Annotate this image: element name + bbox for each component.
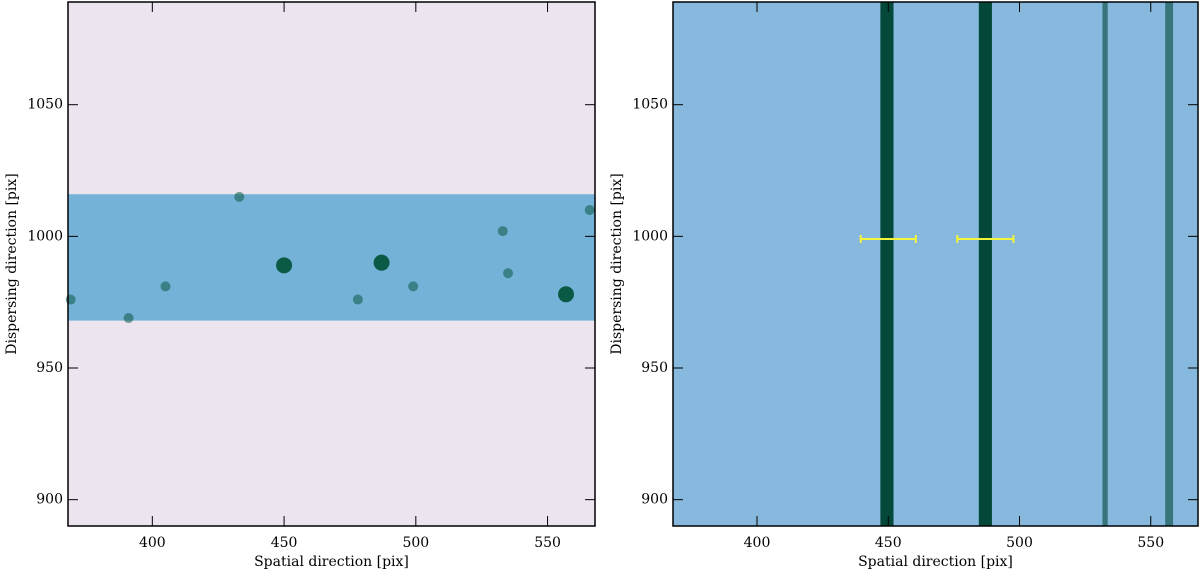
error-bar [859,234,917,243]
source [352,294,363,305]
image-background [673,2,1198,526]
source [276,257,293,274]
source [584,205,595,216]
x-tick-label: 500 [1006,535,1033,551]
spectral-line [1165,2,1174,526]
source [497,226,508,237]
y-tick-label: 1000 [632,228,668,244]
y-tick-label: 1050 [27,97,63,113]
x-tick-label: 400 [139,535,166,551]
source [503,268,514,279]
source [558,286,575,303]
y-tick-label: 950 [36,360,63,376]
x-tick-label: 500 [402,535,429,551]
x-axis-label: Spatial direction [pix] [858,554,1013,570]
x-tick-label: 450 [875,535,902,551]
plot-frame [672,1,1199,527]
band [68,194,595,321]
spectral-line [880,2,894,526]
spectral-line [978,2,992,526]
source [408,281,419,292]
y-axis-label: Dispersing direction [pix] [609,173,625,354]
y-tick-label: 1050 [632,97,668,113]
y-axis-label: Dispersing direction [pix] [4,173,20,354]
plot-frame [67,1,596,527]
y-tick-label: 950 [641,360,668,376]
source [160,281,171,292]
error-bar [956,234,1015,243]
source [234,191,245,202]
x-tick-label: 550 [534,535,561,551]
source [65,294,76,305]
y-tick-label: 900 [36,492,63,508]
y-tick-label: 1000 [27,228,63,244]
source [123,312,134,323]
x-tick-label: 400 [744,535,771,551]
y-tick-label: 900 [641,492,668,508]
x-tick-label: 450 [271,535,298,551]
source [373,254,390,271]
spectral-line [1102,2,1108,526]
x-tick-label: 550 [1137,535,1164,551]
x-axis-label: Spatial direction [pix] [254,554,409,570]
